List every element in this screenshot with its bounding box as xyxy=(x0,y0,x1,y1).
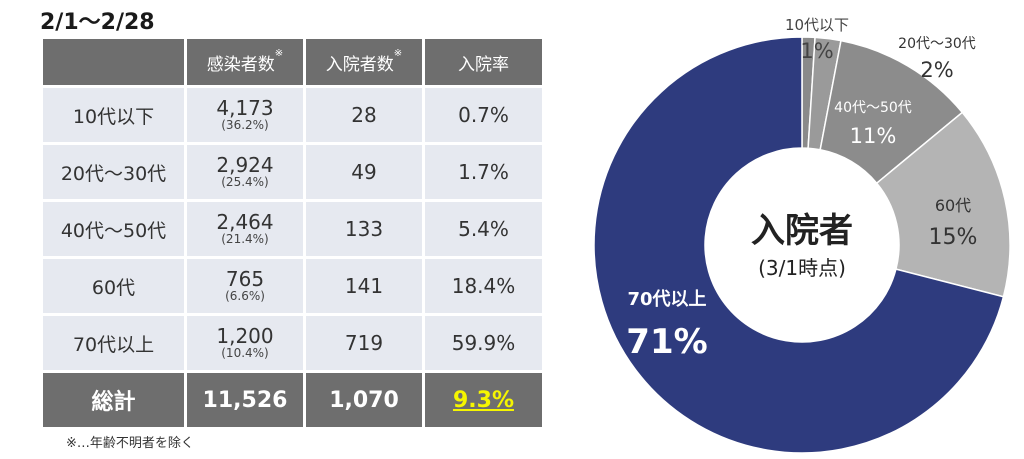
age-cell: 60代 xyxy=(43,259,184,313)
donut-hole xyxy=(705,148,899,342)
slice-category-label: 10代以下 xyxy=(785,16,849,34)
age-cell: 10代以下 xyxy=(43,88,184,142)
rate-cell: 5.4% xyxy=(425,202,542,256)
infected-cell: 1,200 (10.4%) xyxy=(187,316,303,370)
slice-category-label: 40代〜50代 xyxy=(834,100,912,116)
total-row: 総計 11,526 1,070 9.3% xyxy=(43,373,542,427)
hospitalization-table: 感染者数※ 入院者数※ 入院率 10代以下 4,173 (36.2%) 28 0.… xyxy=(40,36,542,430)
hospitalized-cell: 49 xyxy=(306,145,422,199)
rate-cell: 59.9% xyxy=(425,316,542,370)
hospitalized-cell: 133 xyxy=(306,202,422,256)
infected-cell: 2,924 (25.4%) xyxy=(187,145,303,199)
hospitalized-cell: 719 xyxy=(306,316,422,370)
total-label: 総計 xyxy=(43,373,184,427)
slice-value-label: 71% xyxy=(626,322,707,362)
infected-cell: 2,464 (21.4%) xyxy=(187,202,303,256)
table-row: 10代以下 4,173 (36.2%) 28 0.7% xyxy=(43,88,542,142)
slice-category-label: 60代 xyxy=(935,196,971,215)
total-infected: 11,526 xyxy=(187,373,303,427)
donut-chart: 入院者 (3/1時点) 10代以下 1% 20代〜30代 2% 40代〜50代 11% 60… xyxy=(593,16,1011,454)
age-cell: 70代以上 xyxy=(43,316,184,370)
footnote: ※…年齢不明者を除く xyxy=(66,436,194,451)
age-cell: 40代〜50代 xyxy=(43,202,184,256)
rate-cell: 18.4% xyxy=(425,259,542,313)
total-rate: 9.3% xyxy=(425,373,542,427)
table-row: 70代以上 1,200 (10.4%) 719 59.9% xyxy=(43,316,542,370)
age-cell: 20代〜30代 xyxy=(43,145,184,199)
slice-category-label: 70代以上 xyxy=(627,289,706,310)
slice-category-label: 20代〜30代 xyxy=(898,36,976,52)
header-hospitalized: 入院者数※ xyxy=(306,39,422,85)
header-rate: 入院率 xyxy=(425,39,542,85)
donut-center-subtitle: (3/1時点) xyxy=(758,256,846,280)
total-hospitalized: 1,070 xyxy=(306,373,422,427)
period-label: 2/1〜2/28 xyxy=(40,10,155,35)
header-blank xyxy=(43,39,184,85)
hospitalized-cell: 141 xyxy=(306,259,422,313)
donut-center-title: 入院者 xyxy=(751,211,853,251)
slice-value-label: 15% xyxy=(929,225,978,250)
slice-value-label: 2% xyxy=(920,58,953,82)
header-infected: 感染者数※ xyxy=(187,39,303,85)
hospitalized-cell: 28 xyxy=(306,88,422,142)
slice-value-label: 1% xyxy=(800,39,833,63)
infected-cell: 4,173 (36.2%) xyxy=(187,88,303,142)
infected-cell: 765 (6.6%) xyxy=(187,259,303,313)
table-header-row: 感染者数※ 入院者数※ 入院率 xyxy=(43,39,542,85)
rate-cell: 0.7% xyxy=(425,88,542,142)
slice-value-label: 11% xyxy=(850,124,897,148)
table-row: 40代〜50代 2,464 (21.4%) 133 5.4% xyxy=(43,202,542,256)
table-row: 20代〜30代 2,924 (25.4%) 49 1.7% xyxy=(43,145,542,199)
rate-cell: 1.7% xyxy=(425,145,542,199)
donut-labels: 10代以下 1% 20代〜30代 2% 40代〜50代 11% 60代 15% 70代以上 71% xyxy=(626,16,977,362)
table-row: 60代 765 (6.6%) 141 18.4% xyxy=(43,259,542,313)
